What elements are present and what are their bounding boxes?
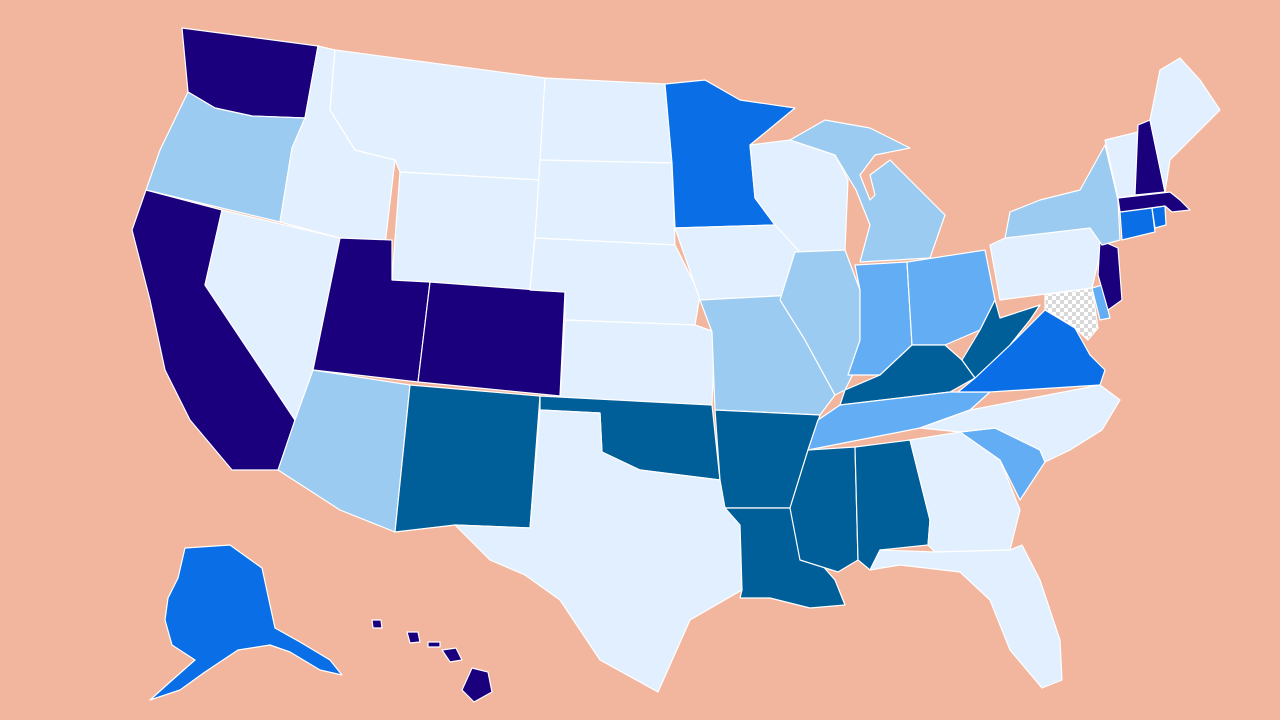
state-new-jersey[interactable] (1097, 239, 1123, 311)
state-texas[interactable] (454, 409, 743, 693)
state-massachusetts[interactable] (1117, 191, 1191, 213)
state-tennessee[interactable] (807, 391, 991, 451)
state-hawaii-oahu[interactable] (406, 631, 421, 644)
state-colorado[interactable] (417, 281, 566, 397)
state-new-mexico[interactable] (394, 384, 541, 533)
state-hawaii-kauai[interactable] (371, 619, 383, 629)
state-rhode-island[interactable] (1151, 205, 1167, 229)
state-michigan[interactable] (789, 119, 946, 263)
state-maryland[interactable] (1044, 287, 1099, 341)
state-hawaii-big-island[interactable] (461, 667, 493, 703)
state-north-carolina[interactable] (919, 384, 1121, 463)
state-delaware[interactable] (1091, 284, 1111, 321)
state-hawaii-molokai[interactable] (427, 641, 441, 648)
state-south-dakota[interactable] (534, 159, 676, 246)
state-alaska[interactable] (149, 544, 343, 701)
state-wyoming[interactable] (391, 171, 541, 291)
state-new-york[interactable] (1004, 144, 1121, 246)
state-florida[interactable] (869, 544, 1063, 689)
state-maine[interactable] (1149, 57, 1221, 193)
state-north-dakota[interactable] (539, 77, 673, 164)
state-west-virginia[interactable] (961, 299, 1041, 379)
state-hawaii-maui[interactable] (441, 647, 463, 663)
state-kansas[interactable] (559, 319, 716, 406)
